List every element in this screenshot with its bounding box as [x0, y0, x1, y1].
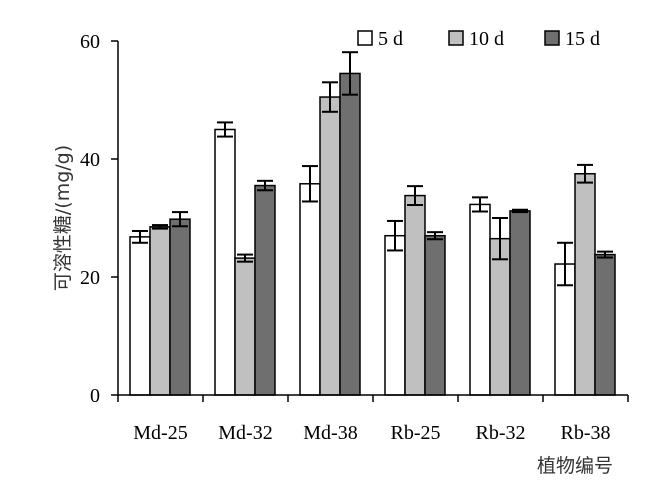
- bar-md-38-s2: [319, 96, 341, 396]
- bar-md-32-s2: [234, 257, 256, 396]
- y-tick-label: 60: [80, 31, 100, 53]
- x-tick-label: Rb-25: [391, 422, 441, 444]
- legend-swatch-s1: [357, 30, 373, 46]
- x-tick-label: Md-32: [218, 422, 272, 444]
- x-tick-label: Rb-38: [561, 422, 611, 444]
- bars-layer: [129, 72, 616, 396]
- x-category-labels: Md-25 Md-32 Md-38 Rb-25 Rb-32 Rb-38: [133, 422, 610, 444]
- legend-swatch-s2: [448, 30, 464, 46]
- x-tick-label: Rb-32: [476, 422, 526, 444]
- y-tick-label: 40: [80, 149, 100, 171]
- bar-rb-25-s2: [404, 194, 426, 396]
- bar-rb-25-s1: [384, 234, 406, 396]
- bar-rb-25-s3: [424, 234, 446, 396]
- y-axis-label: 可溶性糖/(mg/g): [52, 145, 74, 291]
- bar-rb-32-s3: [509, 210, 531, 396]
- x-axis-label: 植物编号: [537, 455, 613, 477]
- legend-label-s3: 15 d: [565, 28, 600, 50]
- bar-md-25-s2: [149, 226, 171, 396]
- bar-md-32-s3: [254, 184, 276, 396]
- legend-label-s2: 10 d: [469, 28, 504, 50]
- x-tick-label: Md-38: [303, 422, 357, 444]
- bar-rb-32-s1: [469, 203, 491, 396]
- legend-swatch-s3: [544, 30, 560, 46]
- bar-md-25-s1: [129, 236, 151, 396]
- error-bars-layer: [132, 51, 613, 287]
- x-tick-label: Md-25: [133, 422, 187, 444]
- y-tick-label: 0: [90, 385, 100, 407]
- legend: 5 d 10 d 15 d: [357, 28, 600, 50]
- y-tick-label: 20: [80, 267, 100, 289]
- bar-rb-32-s2: [489, 237, 511, 396]
- legend-label-s1: 5 d: [378, 28, 403, 50]
- axes-layer: [111, 40, 629, 402]
- bar-md-38-s3: [339, 72, 361, 396]
- y-tick-labels: 0 20 40 60: [80, 31, 100, 407]
- bar-md-38-s1: [299, 183, 321, 396]
- bar-rb-38-s2: [574, 173, 596, 396]
- bar-rb-38-s3: [594, 253, 616, 396]
- bar-md-32-s1: [214, 128, 236, 396]
- bar-md-25-s3: [169, 218, 191, 396]
